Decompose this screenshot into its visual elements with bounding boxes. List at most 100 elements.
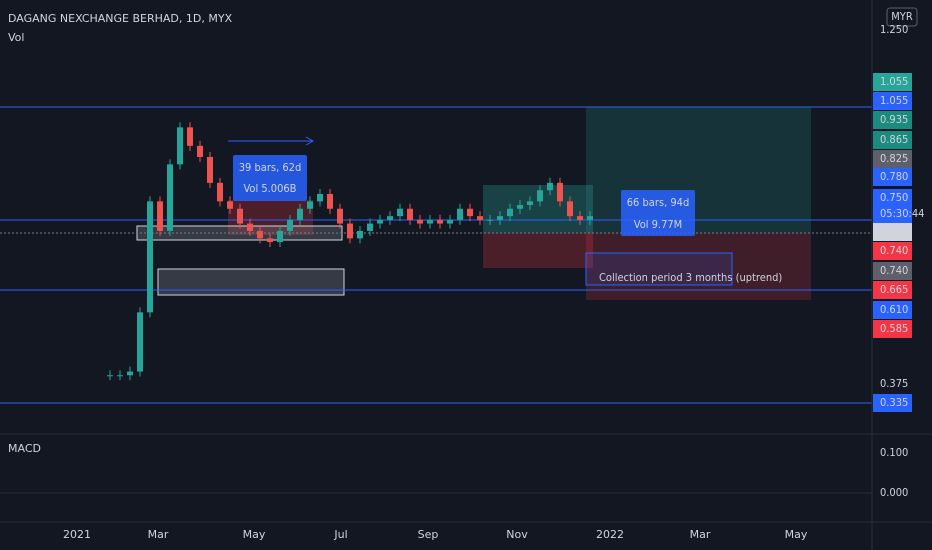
candle [277, 230, 283, 243]
candle [117, 375, 123, 377]
candle [377, 219, 383, 224]
candle [177, 127, 183, 165]
candle [467, 208, 473, 217]
price-tag [873, 92, 912, 110]
price-tag [873, 394, 912, 412]
candle [567, 201, 573, 217]
candles [107, 122, 593, 381]
price-tag [873, 262, 912, 280]
candle [237, 208, 243, 224]
macd-tick: 0.000 [880, 486, 908, 499]
price-label: 0.585 [880, 322, 908, 335]
candle [497, 216, 503, 220]
price-label: 0.825 [880, 152, 908, 165]
range-down [483, 233, 593, 268]
annotation: 66 bars, 94d [627, 196, 689, 209]
x-label: Mar [690, 528, 711, 541]
price-tag [873, 150, 912, 168]
note-box [585, 252, 733, 286]
price-tag [873, 111, 912, 129]
x-label: Sep [418, 528, 439, 541]
annotation: 39 bars, 62d [239, 161, 301, 174]
price-tag [873, 223, 912, 241]
candle [427, 219, 433, 224]
price-label: 0.865 [880, 133, 908, 146]
measure-box [233, 155, 307, 201]
candle [367, 223, 373, 231]
candle [187, 127, 193, 146]
price-label: 0.335 [880, 396, 908, 409]
candle [487, 219, 493, 221]
candle [307, 201, 313, 209]
candle [167, 164, 173, 231]
annotation: Vol 5.006B [244, 182, 297, 195]
top-price: 1.250 [880, 23, 908, 36]
candle [227, 201, 233, 209]
candle [327, 193, 333, 209]
candle [437, 219, 443, 224]
x-label: Jul [333, 528, 347, 541]
candle [127, 371, 133, 376]
price-label: 0.665 [880, 283, 908, 296]
price-label: 0.750 [880, 225, 908, 238]
candle [537, 190, 543, 202]
candle [337, 208, 343, 224]
candle [407, 208, 413, 220]
currency-btn[interactable] [886, 7, 918, 27]
candle [347, 223, 353, 239]
candle [157, 201, 163, 231]
x-label: Nov [506, 528, 528, 541]
price-label: 0.935 [880, 113, 908, 126]
plot-bg [0, 0, 872, 522]
candle [107, 375, 113, 377]
price-tag [873, 281, 912, 299]
price-label: 0.610 [880, 303, 908, 316]
x-label: Mar [148, 528, 169, 541]
candle [147, 201, 153, 313]
price-label: 0.375 [880, 377, 908, 390]
stop-zone [586, 233, 811, 300]
x-label: May [243, 528, 266, 541]
candle [247, 223, 253, 231]
candle [577, 216, 583, 220]
macd-tick: 0.100 [880, 446, 908, 459]
candle [397, 208, 403, 217]
measure-box [621, 190, 695, 236]
x-label: 2021 [63, 528, 91, 541]
price-label: 0.740 [880, 264, 908, 277]
candle [457, 208, 463, 220]
x-label: May [785, 528, 808, 541]
candle [257, 230, 263, 239]
price-tag [873, 73, 912, 91]
macd-label: MACD [8, 442, 41, 455]
price-tag [873, 320, 912, 338]
candle [477, 216, 483, 220]
currency[interactable]: MYR [891, 10, 913, 23]
candle [387, 216, 393, 220]
candle [287, 219, 293, 231]
candle [207, 156, 213, 183]
arrow-head [305, 136, 315, 146]
price-label: 0.780 [880, 170, 908, 183]
x-label: 2022 [596, 528, 624, 541]
candle [317, 193, 323, 202]
candle [217, 182, 223, 202]
price-tag [873, 189, 912, 225]
candle [267, 238, 273, 243]
candle [137, 312, 143, 372]
candle [547, 182, 553, 191]
price-tag [873, 242, 912, 260]
candle [297, 208, 303, 220]
indicator: Vol [8, 31, 24, 44]
zone-box [157, 268, 345, 296]
countdown: 05:30:44 [880, 207, 924, 220]
candle [507, 208, 513, 217]
target-zone [586, 107, 811, 233]
title: DAGANG NEXCHANGE BERHAD, 1D, MYX [8, 12, 233, 25]
candle [517, 205, 523, 209]
candle [527, 201, 533, 206]
price-label: 1.055 [880, 94, 908, 107]
candle [417, 219, 423, 224]
